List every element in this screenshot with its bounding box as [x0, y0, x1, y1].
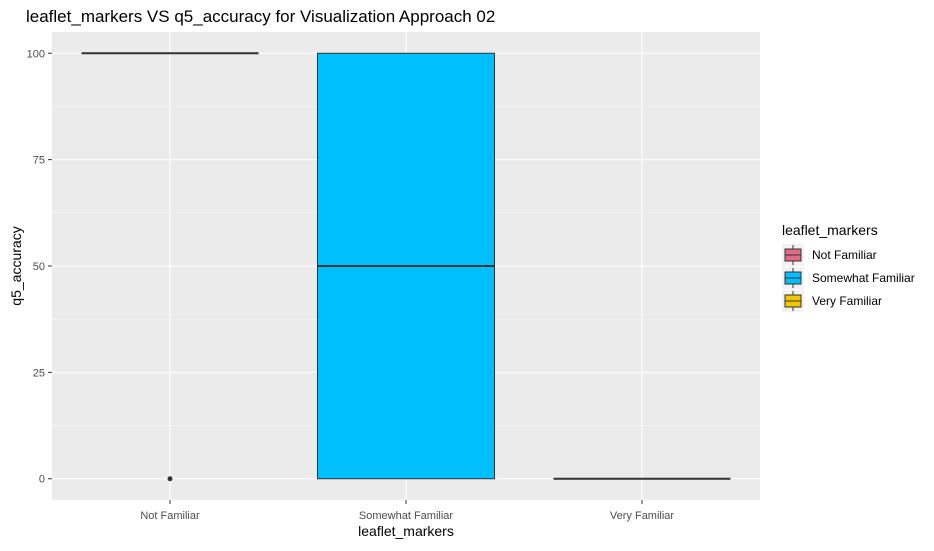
legend-label: Very Familiar	[812, 294, 882, 308]
x-axis: Not Familiar Somewhat Familiar Very Famili…	[140, 500, 674, 522]
legend-title: leaflet_markers	[782, 222, 878, 238]
y-tick-label: 50	[33, 261, 45, 273]
y-tick-label: 75	[33, 155, 45, 167]
boxes-layer	[81, 52, 731, 482]
y-tick-label: 100	[27, 48, 45, 60]
legend-item-somewhat-familiar: Somewhat Familiar	[782, 267, 915, 289]
chart-title: leaflet_markers VS q5_accuracy for Visua…	[26, 7, 495, 26]
x-axis-title: leaflet_markers	[358, 523, 454, 539]
x-tick-label: Very Familiar	[610, 510, 675, 522]
legend-label: Not Familiar	[812, 248, 877, 262]
outlier-point	[167, 476, 173, 482]
y-axis: 0 25 50 75 100	[27, 48, 52, 486]
y-tick-label: 0	[39, 474, 45, 486]
y-tick-label: 25	[33, 367, 45, 379]
legend-item-not-familiar: Not Familiar	[782, 244, 877, 266]
x-tick-label: Not Familiar	[140, 510, 200, 522]
legend-item-very-familiar: Very Familiar	[782, 290, 882, 312]
legend-label: Somewhat Familiar	[812, 271, 915, 285]
y-axis-title: q5_accuracy	[8, 226, 24, 305]
box-not-familiar	[81, 52, 259, 482]
legend: leaflet_markers Not Familiar Somewhat Fam…	[782, 222, 915, 312]
x-tick-label: Somewhat Familiar	[359, 510, 453, 522]
box-somewhat-familiar	[317, 52, 495, 480]
